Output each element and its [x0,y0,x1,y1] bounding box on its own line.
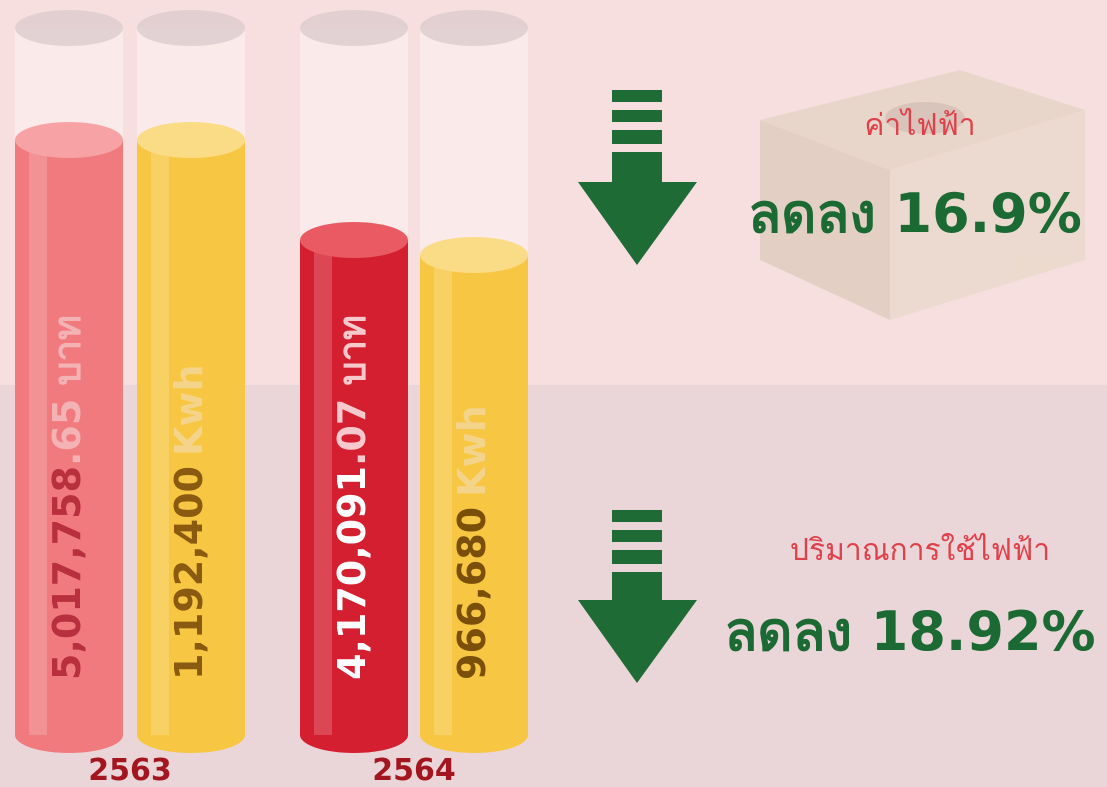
arrow-down [578,90,697,265]
cylinder-shine [29,140,47,735]
bar-label: 966,680 Kwh [450,405,494,680]
stat-value: ลดลง 18.92% [724,600,1095,663]
cylinder-top [420,237,528,273]
tube-top [15,10,123,46]
tube-top [420,10,528,46]
bar-label: 4,170,091.07 บาท [330,315,374,680]
bar-unit: Kwh [167,364,211,456]
cylinder: 966,680 Kwh [420,10,528,753]
cylinder-body [137,140,245,735]
bar-value: 4,170,091 [330,466,374,680]
stat-label: ปริมาณการใช้ไฟฟ้า [790,532,1050,568]
bar-label: 1,192,400 Kwh [167,364,211,680]
money-icon [760,70,1085,320]
tube-top [300,10,408,46]
cylinder-body [15,140,123,735]
bar-unit: Kwh [450,405,494,497]
cylinder: 5,017,758.65 บาท [15,10,123,753]
cylinder-shine [314,240,332,735]
cylinder: 1,192,400 Kwh [137,10,245,753]
bar-value: 5,017,758 [45,466,89,680]
year-label: 2563 [88,753,172,787]
cylinder-shine [434,255,452,735]
cylinder-top [300,222,408,258]
stat-label: ค่าไฟฟ้า [864,107,975,143]
cylinder-top [15,122,123,158]
bar-unit: .65 บาท [45,315,89,466]
bar-value: 1,192,400 [167,466,211,680]
cylinder-top [137,122,245,158]
stat-value: ลดลง 16.9% [748,182,1082,245]
bar-unit: .07 บาท [330,315,374,466]
bar-label: 5,017,758.65 บาท [45,315,89,680]
bar-value: 966,680 [450,507,494,680]
tube-top [137,10,245,46]
cylinder: 4,170,091.07 บาท [300,10,408,753]
cylinder-shine [151,140,169,735]
cylinder-body [420,255,528,735]
year-label: 2564 [372,753,456,787]
cylinder-body [300,240,408,735]
arrow-down [578,510,697,683]
